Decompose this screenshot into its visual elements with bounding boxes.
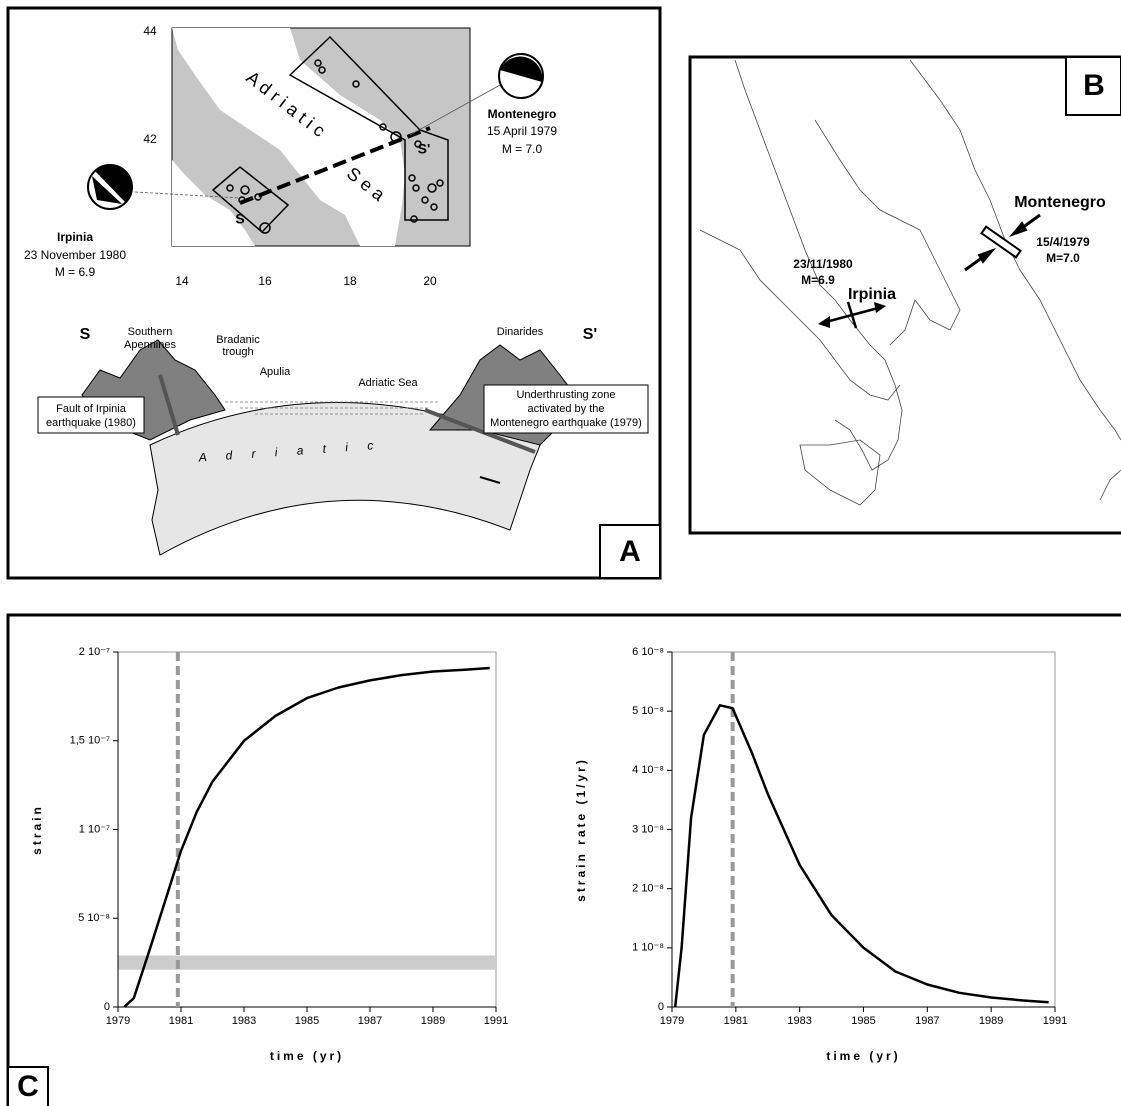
y-tick-label: 1 10⁻⁸	[632, 942, 664, 954]
map-b	[688, 55, 1121, 535]
region-label: Apennines	[124, 339, 176, 351]
event-magnitude: M=7.0	[1046, 251, 1080, 265]
charts: 0 5 10⁻⁸ 1 10⁻⁷ 1,5 10⁻⁷ 2 10⁻⁷ 1979 1981 1983 1…	[30, 646, 1067, 1063]
note: Underthrusting zone	[516, 389, 615, 401]
event-name: Montenegro	[488, 107, 557, 121]
panel-label-box	[7, 1066, 49, 1106]
y-tick-label: 0	[104, 1001, 110, 1013]
event-date: 23 November 1980	[24, 248, 126, 262]
band	[118, 955, 496, 970]
panel-label: C	[17, 1070, 39, 1103]
x-tick-label: 1979	[106, 1015, 130, 1027]
y-tick-label: 4 10⁻⁸	[632, 764, 664, 776]
plot-frame	[117, 651, 497, 1008]
y-tick-label: 1 10⁻⁷	[79, 823, 110, 835]
x-tick-label: 1985	[851, 1015, 875, 1027]
region-label: Southern	[128, 326, 173, 338]
y-tick-label: 2 10⁻⁸	[632, 883, 664, 895]
region-label: trough	[222, 346, 253, 358]
x-tick-label: 1989	[979, 1015, 1003, 1027]
line	[673, 704, 1049, 1008]
x-tick-label: 1989	[421, 1015, 445, 1027]
lat-label: 42	[143, 132, 157, 146]
lon-label: 16	[258, 274, 272, 288]
inset-map	[87, 27, 544, 247]
x-tick-label: 1983	[787, 1015, 811, 1027]
lon-label: 18	[343, 274, 357, 288]
panel-label: A	[619, 535, 641, 568]
x-tick-label: 1985	[295, 1015, 319, 1027]
section-end: S'	[418, 141, 431, 157]
y-tick-label: 3 10⁻⁸	[632, 823, 664, 835]
line	[123, 666, 490, 1008]
event-name: Irpinia	[848, 286, 896, 303]
event-date: 15/4/1979	[1036, 235, 1090, 249]
x-axis-label: time (yr)	[826, 1049, 900, 1063]
region-label: Bradanic	[216, 334, 260, 346]
y-tick-label: 5 10⁻⁸	[632, 705, 664, 717]
y-tick-label: 1,5 10⁻⁷	[70, 735, 110, 747]
y-axis-label: strain	[30, 804, 44, 855]
note: activated by the	[527, 403, 604, 415]
event-name: Irpinia	[57, 230, 93, 244]
event-magnitude: M = 6.9	[55, 265, 96, 279]
x-tick-label: 1979	[660, 1015, 684, 1027]
y-tick-label: 2 10⁻⁷	[79, 646, 110, 658]
x-tick-label: 1991	[484, 1015, 508, 1027]
event-magnitude: M = 7.0	[502, 142, 543, 156]
note: Montenegro earthquake (1979)	[490, 417, 642, 429]
region-label: Dinarides	[497, 326, 544, 338]
lat-label: 44	[143, 24, 157, 38]
section-end: S	[235, 211, 244, 227]
x-tick-label: 1987	[915, 1015, 939, 1027]
event-date: 23/11/1980	[793, 257, 853, 271]
lon-label: 20	[423, 274, 437, 288]
y-tick-label: 0	[658, 1001, 664, 1013]
cross-section	[37, 339, 661, 579]
panel-c-frame	[6, 613, 1121, 1106]
x-tick-label: 1987	[358, 1015, 382, 1027]
plot-frame	[671, 651, 1056, 1008]
event-magnitude: M=6.9	[801, 273, 835, 287]
x-tick-label: 1983	[232, 1015, 256, 1027]
x-tick-label: 1981	[169, 1015, 193, 1027]
x-axis-label: time (yr)	[270, 1049, 344, 1063]
panel-label: B	[1083, 69, 1105, 102]
x-tick-label: 1991	[1043, 1015, 1067, 1027]
event-name: Montenegro	[1014, 194, 1106, 211]
region-label: Adriatic Sea	[358, 377, 418, 389]
region-label: Apulia	[260, 366, 291, 378]
lon-label: 14	[175, 274, 189, 288]
section-end: S'	[583, 326, 597, 343]
event-date: 15 April 1979	[487, 124, 557, 138]
y-tick-label: 5 10⁻⁸	[78, 912, 110, 924]
y-axis-label: strain rate (1/yr)	[574, 757, 588, 902]
section-end: S	[80, 326, 91, 343]
y-tick-label: 6 10⁻⁸	[632, 646, 664, 658]
x-tick-label: 1981	[724, 1015, 748, 1027]
note: Fault of Irpinia	[56, 403, 127, 415]
note: earthquake (1980)	[46, 417, 136, 429]
